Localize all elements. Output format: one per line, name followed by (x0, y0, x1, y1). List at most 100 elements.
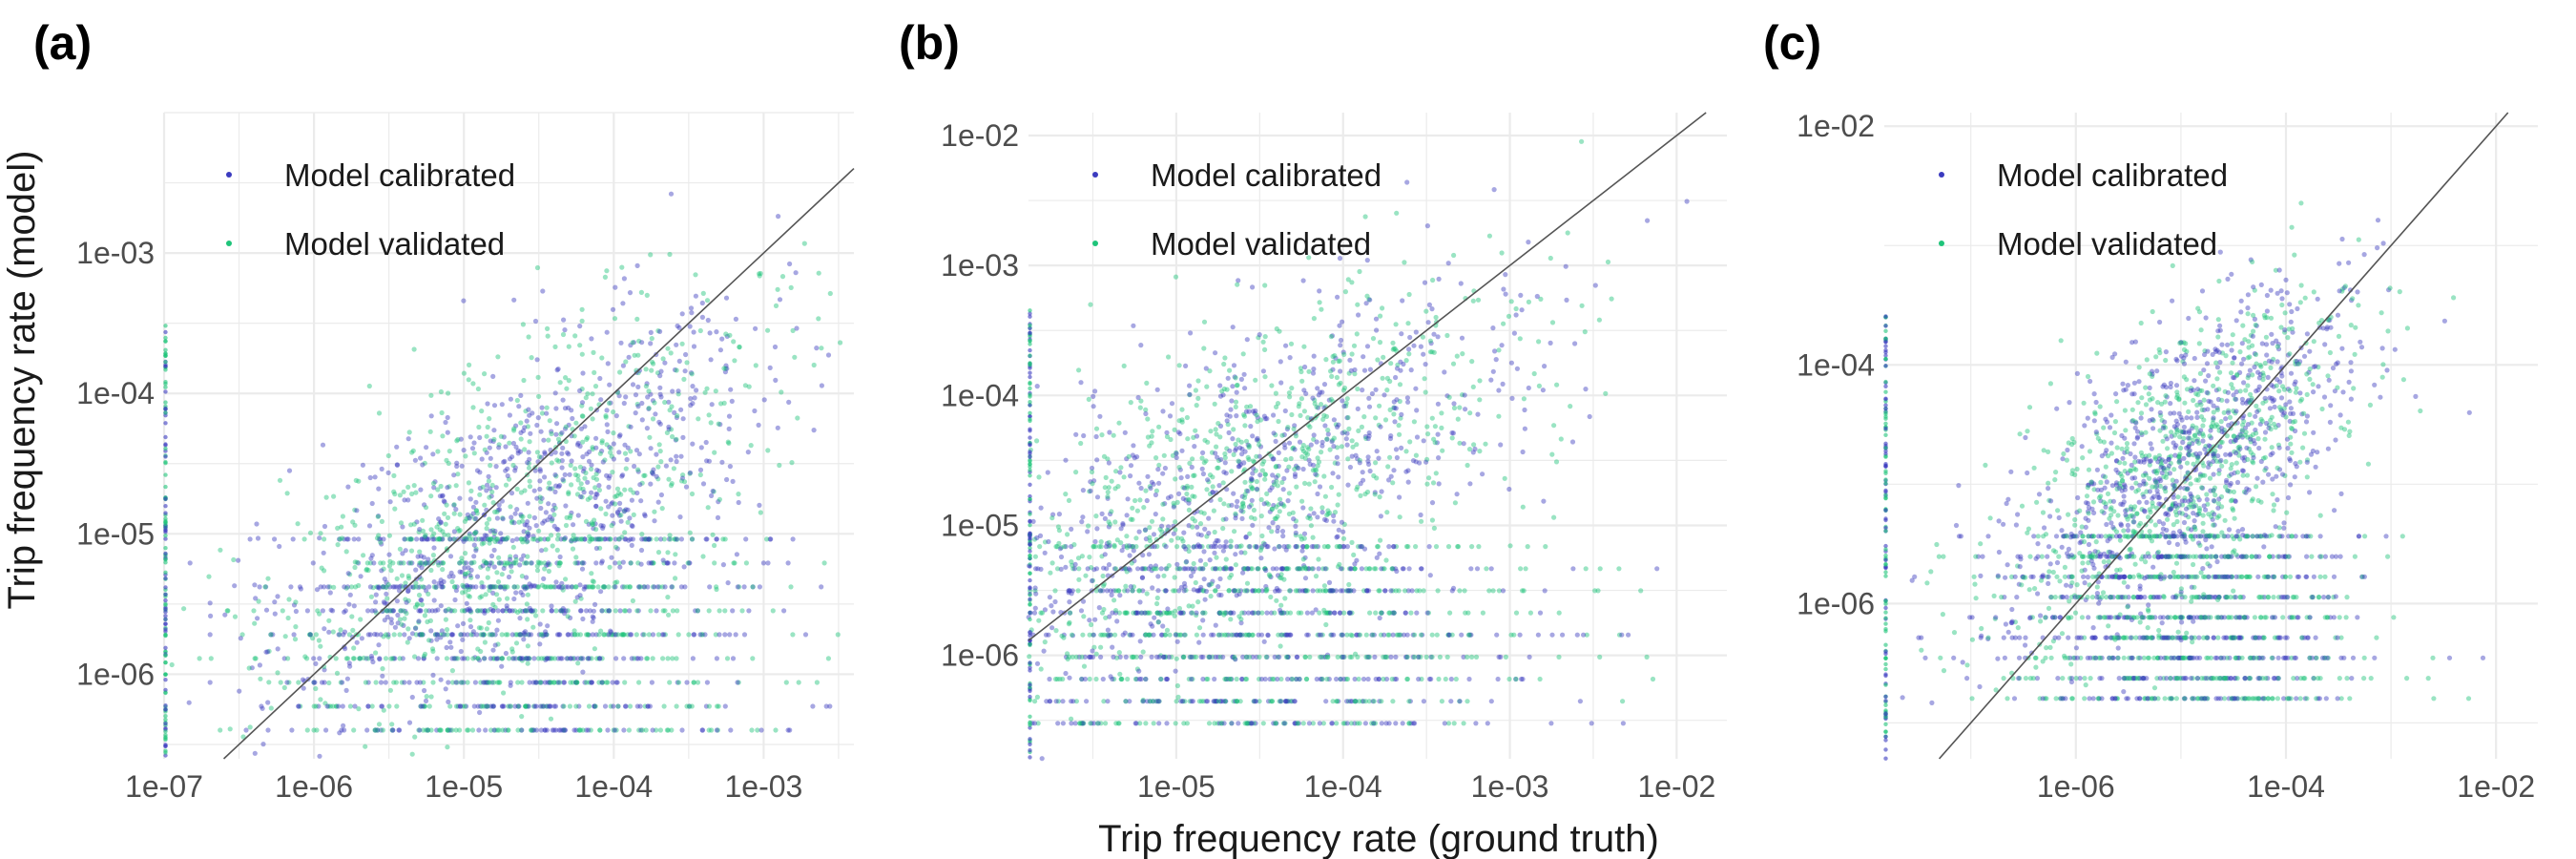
point-calibrated (1421, 438, 1426, 444)
point-validated (163, 729, 168, 734)
point-calibrated (328, 607, 334, 613)
point-validated (1363, 632, 1369, 638)
point-validated (604, 442, 610, 448)
point-calibrated (482, 608, 488, 614)
point-calibrated (1311, 353, 1317, 359)
point-validated (1439, 699, 1444, 704)
point-calibrated (1406, 566, 1412, 572)
point-calibrated (787, 261, 793, 267)
point-validated (386, 533, 392, 538)
point-validated (496, 442, 502, 448)
x-axis-title: Trip frequency rate (ground truth) (1098, 818, 1659, 859)
point-validated (499, 572, 505, 577)
point-calibrated (495, 618, 502, 623)
point-calibrated (1188, 566, 1194, 572)
point-calibrated (462, 565, 467, 571)
point-validated (1381, 676, 1386, 682)
point-validated (611, 727, 616, 733)
point-validated (1301, 344, 1307, 349)
point-validated (339, 535, 345, 541)
point-validated (655, 328, 661, 334)
point-calibrated (1213, 622, 1218, 628)
point-calibrated (326, 629, 332, 635)
point-validated (1080, 632, 1086, 638)
point-calibrated (465, 584, 470, 590)
point-calibrated (1334, 454, 1340, 460)
point-calibrated (1206, 582, 1212, 588)
point-validated (163, 400, 168, 405)
point-calibrated (1143, 410, 1149, 417)
point-calibrated (1574, 632, 1580, 638)
point-validated (318, 531, 323, 536)
point-validated (519, 658, 526, 663)
point-validated (1465, 654, 1470, 660)
point-calibrated (492, 632, 498, 638)
point-validated (522, 447, 528, 452)
point-calibrated (628, 343, 634, 348)
point-calibrated (1386, 544, 1392, 550)
point-calibrated (612, 727, 618, 733)
point-validated (1203, 561, 1209, 567)
point-validated (509, 649, 515, 655)
point-calibrated (714, 536, 719, 542)
point-calibrated (1468, 566, 1474, 572)
point-calibrated (428, 628, 434, 634)
point-calibrated (459, 463, 465, 469)
point-calibrated (1249, 476, 1255, 482)
point-calibrated (518, 590, 524, 596)
point-validated (1363, 435, 1369, 441)
point-calibrated (404, 599, 409, 605)
point-validated (548, 656, 553, 661)
point-validated (538, 560, 544, 566)
point-validated (239, 632, 245, 638)
point-calibrated (1393, 654, 1399, 660)
point-validated (462, 703, 467, 709)
point-validated (1298, 610, 1304, 616)
point-calibrated (634, 262, 640, 268)
point-calibrated (1424, 610, 1430, 616)
point-validated (508, 561, 513, 567)
point-validated (573, 536, 579, 542)
point-calibrated (394, 598, 400, 604)
point-validated (1261, 458, 1267, 464)
point-validated (340, 513, 345, 519)
point-calibrated (1167, 413, 1174, 419)
point-calibrated (409, 560, 415, 566)
point-validated (487, 494, 492, 500)
point-calibrated (566, 632, 571, 638)
point-calibrated (518, 632, 524, 638)
point-validated (410, 584, 416, 591)
point-calibrated (520, 656, 526, 661)
point-validated (1513, 676, 1519, 682)
point-validated (1038, 666, 1044, 672)
point-validated (1311, 316, 1317, 322)
point-validated (438, 727, 444, 733)
point-validated (478, 625, 484, 631)
point-validated (1449, 435, 1455, 441)
point-calibrated (401, 622, 406, 629)
point-calibrated (630, 382, 636, 388)
point-calibrated (606, 484, 612, 490)
point-calibrated (622, 703, 629, 709)
point-calibrated (1448, 676, 1454, 682)
point-calibrated (629, 656, 634, 661)
point-calibrated (1563, 263, 1568, 269)
point-validated (1278, 676, 1284, 682)
point-calibrated (513, 444, 519, 450)
point-calibrated (567, 471, 572, 477)
point-calibrated (569, 458, 574, 464)
point-calibrated (1338, 337, 1344, 344)
point-validated (1406, 699, 1412, 704)
point-calibrated (584, 451, 590, 457)
point-validated (598, 506, 604, 512)
point-validated (435, 449, 441, 454)
point-calibrated (687, 470, 694, 475)
point-calibrated (537, 467, 543, 472)
point-calibrated (544, 632, 550, 638)
point-validated (1517, 336, 1523, 342)
point-calibrated (503, 727, 509, 733)
point-validated (570, 680, 576, 685)
point-validated (420, 517, 426, 523)
point-calibrated (525, 584, 530, 590)
point-validated (1075, 588, 1081, 594)
